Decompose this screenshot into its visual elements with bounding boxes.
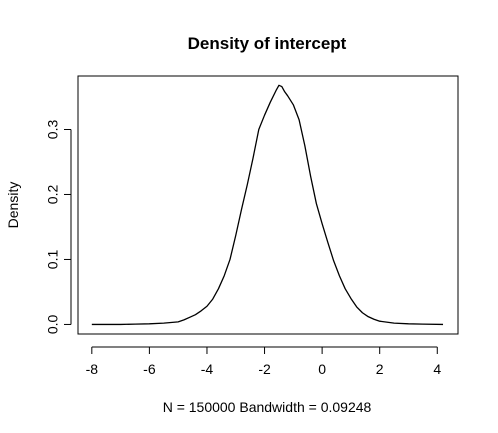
density-curve — [91, 84, 444, 326]
y-tick-label: 0.2 — [45, 185, 61, 205]
x-axis: -8 -6 -4 -2 0 2 4 — [86, 346, 441, 377]
x-tick-label: 2 — [376, 361, 384, 377]
y-axis: 0.0 0.1 0.2 0.3 — [45, 120, 72, 335]
x-tick-label: 4 — [433, 361, 441, 377]
y-tick-label: 0.1 — [45, 250, 61, 270]
y-tick-label: 0.0 — [45, 315, 61, 335]
x-axis-label: N = 150000 Bandwidth = 0.09248 — [163, 399, 372, 415]
y-tick-label: 0.3 — [45, 120, 61, 140]
y-axis-label: Density — [5, 182, 21, 229]
chart-title: Density of intercept — [188, 34, 347, 53]
x-tick-label: 0 — [318, 361, 326, 377]
x-tick-label: -2 — [258, 361, 271, 377]
x-tick-label: -8 — [86, 361, 99, 377]
plot-frame — [77, 75, 459, 335]
x-tick-label: -4 — [201, 361, 214, 377]
x-tick-label: -6 — [143, 361, 156, 377]
